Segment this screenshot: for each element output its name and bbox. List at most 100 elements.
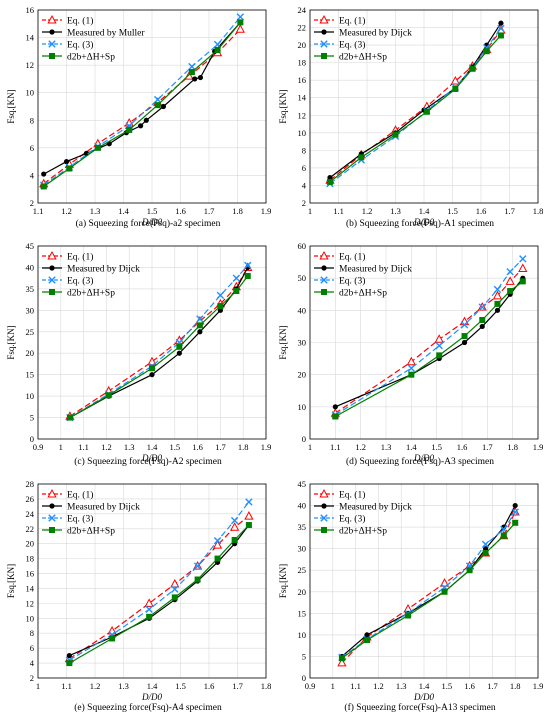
data-point (450, 76, 460, 85)
data-point (126, 126, 133, 133)
x-tick-label: 1.1 (33, 206, 44, 216)
y-tick-label: 16 (298, 75, 307, 85)
legend-label: d2b+ΔH+Sp (339, 53, 387, 63)
y-tick-label: 5 (302, 651, 306, 661)
x-tick-label: 1.6 (204, 681, 215, 691)
chart-panel-e: 1 1.1 1.2 1.3 1.4 1.5 1.6 1.7 1.8246810121416182… (6, 479, 271, 713)
y-tick-label: 10 (298, 402, 307, 412)
data-point (364, 637, 370, 644)
y-tick-label: 30 (26, 305, 35, 315)
x-tick-label: 1.2 (373, 681, 384, 691)
y-tick-label: 25 (26, 327, 35, 337)
data-point (434, 334, 444, 343)
series-line (69, 515, 250, 660)
data-point (406, 356, 416, 366)
x-tick-label: 1.7 (487, 681, 498, 691)
data-point (332, 413, 339, 420)
y-tick-label: 24 (298, 5, 307, 15)
data-point (479, 323, 485, 330)
data-point (498, 20, 504, 26)
y-tick-label: 16 (26, 5, 35, 15)
legend-label: Measured by Muller (67, 29, 145, 39)
x-tick-label: 1.3 (390, 206, 401, 216)
x-tick-label: 1.3 (381, 442, 392, 452)
legend-label: Eq. (1) (67, 16, 93, 27)
x-tick-label: 1 (59, 442, 63, 452)
y-tick-label: 4 (302, 180, 307, 190)
x-tick-label: 0.9 (305, 681, 316, 691)
legend-label: d2b+ΔH+Sp (339, 527, 387, 537)
y-tick-label: 14 (26, 583, 35, 593)
x-tick-label: 1.7 (204, 206, 215, 216)
data-point (66, 653, 72, 659)
x-tick-label: 1.5 (175, 681, 186, 691)
y-tick-label: 8 (30, 115, 34, 125)
y-tick-label: 8 (302, 145, 306, 155)
y-tick-label: 8 (30, 628, 34, 638)
y-tick-label: 18 (298, 58, 307, 68)
series-line (43, 28, 241, 185)
data-point (512, 519, 519, 526)
data-point (479, 316, 486, 323)
data-point (197, 329, 203, 335)
y-tick-label: 0 (302, 673, 306, 683)
data-point (466, 567, 473, 574)
y-tick-label: 20 (26, 348, 35, 358)
data-point (338, 655, 345, 662)
data-point (364, 632, 370, 638)
y-tick-label: 20 (26, 539, 35, 549)
y-tick-label: 15 (298, 608, 307, 618)
data-point (481, 540, 490, 549)
y-tick-label: 6 (30, 143, 34, 153)
y-tick-label: 12 (298, 110, 307, 120)
legend-marker (319, 250, 329, 260)
data-point (326, 178, 333, 185)
legend-label: d2b+ΔH+Sp (67, 289, 115, 299)
y-axis-label: Fsq.[KN] (6, 89, 16, 123)
data-point (145, 605, 153, 614)
legend-marker (49, 53, 55, 59)
y-tick-label: 35 (26, 284, 35, 294)
y-axis-label: Fsq.[KN] (278, 325, 288, 359)
y-tick-label: 4 (30, 170, 35, 180)
x-tick-label: 1.4 (147, 681, 158, 691)
x-tick-label: 1.5 (431, 442, 442, 452)
data-point (392, 131, 399, 138)
x-tick-label: 1.7 (482, 442, 493, 452)
data-point (436, 352, 443, 359)
data-point (511, 508, 519, 516)
x-tick-label: 1.1 (61, 681, 72, 691)
x-tick-label: 1.4 (406, 442, 417, 452)
y-tick-label: 12 (26, 60, 35, 70)
series-line (334, 258, 524, 416)
data-point (146, 613, 153, 620)
data-point (176, 343, 183, 350)
y-tick-label: 2 (30, 673, 34, 683)
data-point (506, 268, 514, 276)
x-tick-label: 1.3 (396, 681, 407, 691)
data-point (423, 108, 430, 115)
x-tick-label: 1.9 (533, 681, 544, 691)
series-line (43, 22, 241, 175)
series-line (69, 524, 250, 657)
data-point (230, 516, 239, 525)
legend-label: d2b+ΔH+Sp (339, 289, 387, 299)
data-point (460, 321, 469, 329)
legend-marker (49, 503, 55, 509)
data-point (160, 103, 166, 110)
data-point (461, 333, 468, 340)
x-tick-label: 1.5 (169, 442, 180, 452)
data-point (452, 85, 459, 92)
data-point (245, 522, 252, 529)
y-tick-label: 10 (298, 128, 307, 138)
series-line (329, 28, 502, 185)
series-line (43, 16, 241, 186)
data-point (197, 74, 204, 81)
data-point (507, 288, 514, 295)
data-point (483, 48, 490, 55)
legend-marker (48, 276, 56, 284)
y-axis-label: Fsq.[KN] (278, 89, 288, 123)
legend-marker (320, 276, 328, 284)
data-point (171, 594, 178, 601)
legend-label: Eq. (1) (339, 252, 365, 263)
